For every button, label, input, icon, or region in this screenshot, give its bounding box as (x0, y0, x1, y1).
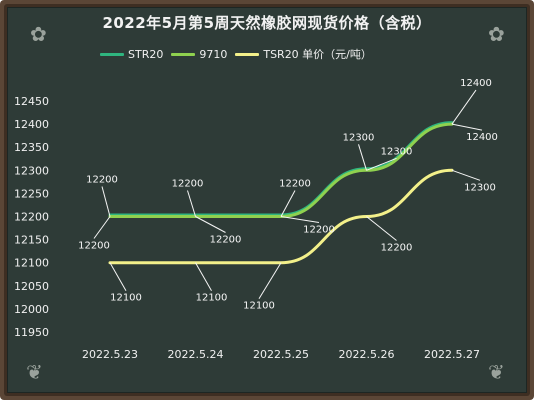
data-label-leader (358, 144, 367, 171)
legend-item-9710: 9710 (171, 48, 227, 61)
y-tick-label: 11950 (14, 326, 49, 339)
data-label-leader (109, 262, 127, 291)
y-tick-label: 12450 (14, 95, 49, 108)
chart-title: 2022年5月第5周天然橡胶网现货价格（含税） (102, 14, 432, 32)
y-tick-label: 12050 (14, 280, 49, 293)
data-label-upper: 12200 (279, 179, 311, 190)
x-tick-label: 2022.5.26 (339, 348, 395, 361)
data-label-lower: 12100 (196, 293, 228, 304)
chart-legend: STR20 9710 TSR20 单价（元/吨） (100, 46, 372, 62)
data-label-upper-alt: 12300 (381, 146, 413, 157)
legend-swatch-tsr20 (235, 52, 260, 56)
data-label-leader (195, 262, 212, 291)
legend-label-9710: 9710 (199, 47, 228, 61)
data-label-upper: 12400 (460, 78, 492, 89)
x-tick-label: 2022.5.23 (82, 348, 138, 361)
data-label-leader (195, 216, 226, 233)
y-tick-label: 12250 (14, 187, 49, 200)
data-label-upper: 12200 (172, 179, 204, 190)
y-tick-label: 12150 (14, 234, 49, 247)
data-label-upper-alt: 12400 (466, 132, 498, 143)
legend-swatch-9710 (171, 52, 196, 56)
y-tick-label: 12100 (14, 257, 49, 270)
data-label-leader (101, 186, 111, 217)
leaf-sketch-icon: ❦ (488, 360, 505, 384)
data-label-upper-alt: 12200 (303, 225, 335, 236)
data-label-leader (451, 123, 483, 131)
x-tick-label: 2022.5.27 (424, 348, 480, 361)
data-label-leader (451, 89, 477, 125)
chalkboard-panel (7, 7, 527, 393)
series-line-tsr20 (108, 168, 454, 265)
y-tick-label: 12300 (14, 164, 49, 177)
leaf-sketch-icon: ✿ (488, 22, 505, 46)
y-tick-label: 12000 (14, 303, 49, 316)
leaf-sketch-icon: ❦ (26, 360, 43, 384)
data-label-upper-alt: 12200 (78, 241, 110, 252)
x-tick-label: 2022.5.25 (253, 348, 309, 361)
legend-item-str20: STR20 (100, 48, 163, 61)
data-label-upper: 12200 (86, 175, 118, 186)
data-label-leader (366, 157, 397, 171)
data-label-leader (280, 216, 320, 223)
legend-item-tsr20: TSR20 单价（元/吨） (235, 46, 372, 62)
data-label-upper-alt: 12200 (210, 235, 242, 246)
leaf-sketch-icon: ✿ (30, 22, 47, 46)
x-tick-label: 2022.5.24 (168, 348, 224, 361)
series-line-9710 (108, 122, 454, 219)
legend-label-tsr20: TSR20 单价（元/吨） (263, 48, 372, 61)
data-label-lower: 12100 (243, 301, 275, 312)
y-tick-label: 12200 (14, 211, 49, 224)
data-label-leader (280, 190, 296, 217)
data-label-lower: 12100 (110, 293, 142, 304)
y-tick-label: 12400 (14, 118, 49, 131)
data-label-lower: 12200 (381, 243, 413, 254)
data-label-leader (451, 169, 481, 181)
data-label-lower: 12300 (464, 182, 496, 193)
legend-swatch-str20 (100, 52, 124, 56)
data-label-upper: 12300 (343, 132, 375, 143)
data-label-leader (258, 262, 282, 299)
data-label-leader (93, 216, 111, 239)
y-tick-label: 12350 (14, 141, 49, 154)
legend-label-str20: STR20 (128, 47, 164, 61)
data-label-leader (187, 190, 196, 217)
data-label-leader (366, 216, 397, 241)
